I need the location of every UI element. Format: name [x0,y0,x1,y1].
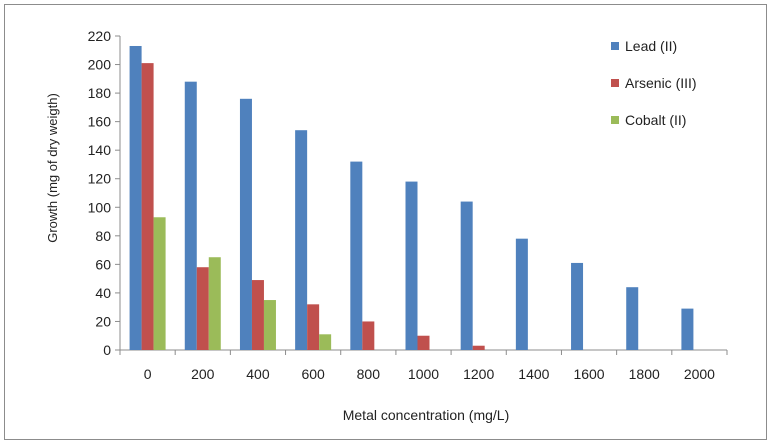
y-tick-label: 0 [103,342,111,358]
bar-lead-ii-400 [239,98,252,350]
x-tick-label: 1000 [408,366,439,382]
legend-swatch [611,79,619,87]
bar-cobalt-ii-200 [208,257,221,350]
bar-cobalt-ii-600 [319,334,332,350]
x-tick-label: 400 [246,366,270,382]
bar-cobalt-ii-400 [263,300,276,350]
bar-arsenic-iii-400 [251,280,264,350]
y-tick-label: 220 [88,28,112,44]
bar-arsenic-iii-0 [141,63,154,350]
y-tick-label: 160 [88,114,112,130]
x-axis-label: Metal concentration (mg/L) [343,407,510,423]
bar-cobalt-ii-0 [153,217,166,350]
bar-lead-ii-0 [129,45,142,351]
y-tick-label: 80 [95,228,111,244]
bar-lead-ii-1800 [626,287,639,350]
bar-arsenic-iii-1200 [472,345,485,350]
x-tick-label: 1400 [518,366,549,382]
y-tick-label: 140 [88,142,112,158]
x-tick-label: 800 [357,366,381,382]
bar-chart: 0 20 40 60 80 100 120 140 160 180 200 220 0 200 400 60… [45,28,728,423]
y-axis-label: Growth (mg of dry weigth) [45,93,60,243]
x-tick-label: 200 [191,366,215,382]
x-tick-label: 2000 [684,366,715,382]
x-tick-labels: 0 200 400 600 800 1000 1200 1400 1600 1800 2000 [144,366,715,382]
legend-swatch [611,116,619,124]
bar-lead-ii-1000 [405,181,418,350]
axes [115,35,728,355]
x-tick-label: 0 [144,366,152,382]
bar-lead-ii-200 [184,81,197,350]
x-tick-label: 1600 [573,366,604,382]
x-tick-label: 1200 [463,366,494,382]
bar-arsenic-iii-600 [307,304,320,350]
bar-arsenic-iii-200 [196,267,209,350]
y-tick-labels: 0 20 40 60 80 100 120 140 160 180 200 220 [88,28,112,358]
y-tick-label: 40 [95,285,111,301]
bar-lead-ii-2000 [681,308,694,350]
legend-label: Lead (II) [625,38,677,54]
x-tick-label: 600 [301,366,325,382]
bar-lead-ii-600 [295,130,308,350]
bar-lead-ii-1400 [515,238,528,350]
x-tick-label: 1800 [629,366,660,382]
y-tick-label: 180 [88,85,112,101]
bar-arsenic-iii-800 [362,321,375,350]
bar-lead-ii-800 [350,161,363,350]
bar-lead-ii-1200 [460,201,473,350]
y-tick-label: 120 [88,171,112,187]
y-tick-label: 60 [95,256,111,272]
legend-label: Arsenic (III) [625,75,697,91]
chart-frame: 0 20 40 60 80 100 120 140 160 180 200 220 0 200 400 60… [4,4,767,440]
y-tick-label: 200 [88,57,112,73]
y-tick-label: 100 [88,199,112,215]
legend-swatch [611,42,619,50]
legend-label: Cobalt (II) [625,112,686,128]
bar-arsenic-iii-1000 [417,335,430,350]
bar-lead-ii-1600 [571,262,584,350]
bars [129,45,694,351]
y-tick-label: 20 [95,313,111,329]
legend: Lead (II) Arsenic (III) Cobalt (II) [611,38,697,128]
